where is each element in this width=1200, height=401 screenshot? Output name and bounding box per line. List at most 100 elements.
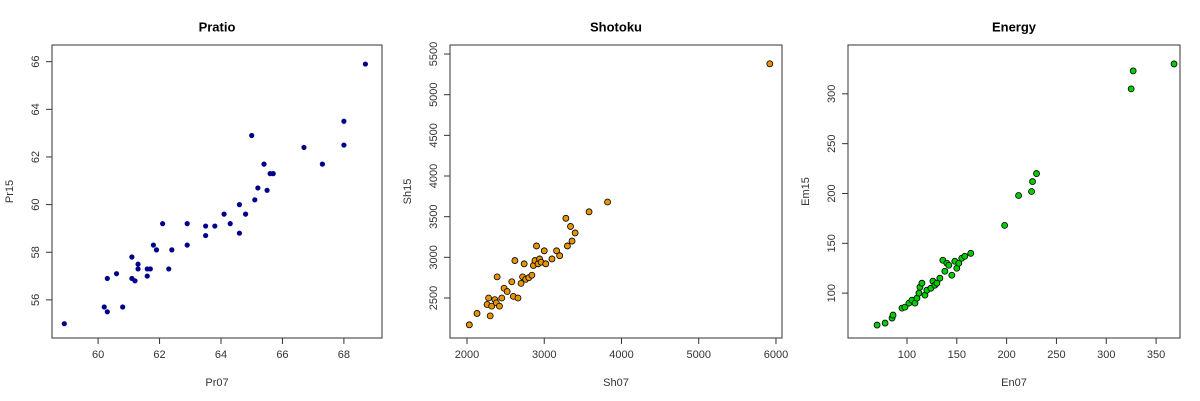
- point: [553, 247, 560, 255]
- y-tick-label: 4000: [428, 164, 440, 188]
- point: [120, 304, 126, 310]
- point: [166, 266, 172, 272]
- point: [918, 279, 926, 287]
- x-axis-label: Sh07: [603, 377, 629, 389]
- x-tick-label: 66: [276, 349, 288, 361]
- point: [341, 118, 347, 124]
- y-axis-label: Sh15: [402, 179, 414, 205]
- point: [212, 223, 218, 229]
- point: [508, 278, 516, 286]
- x-tick-label: 300: [1097, 349, 1115, 361]
- point: [564, 242, 571, 250]
- y-tick-label: 100: [826, 284, 838, 302]
- point: [936, 274, 944, 282]
- point: [873, 321, 881, 329]
- point: [473, 310, 481, 317]
- y-axis-label: Pr15: [4, 180, 16, 203]
- point: [901, 303, 909, 311]
- point: [585, 208, 593, 216]
- point: [567, 223, 574, 230]
- point: [511, 257, 519, 264]
- x-tick-label: 150: [948, 349, 966, 361]
- y-tick-label: 3500: [428, 204, 440, 228]
- chart-title: Shotoku: [590, 19, 642, 34]
- y-tick-label: 66: [30, 56, 42, 68]
- point: [945, 261, 953, 269]
- point: [542, 260, 550, 268]
- point: [967, 249, 975, 257]
- plot-frame: [51, 44, 383, 339]
- point: [104, 275, 110, 282]
- x-tick-label: 350: [1147, 349, 1165, 361]
- point: [514, 294, 522, 302]
- point: [540, 247, 548, 255]
- point: [548, 255, 556, 263]
- point: [889, 311, 897, 319]
- point: [160, 221, 166, 227]
- y-tick-label: 200: [826, 184, 838, 202]
- point: [915, 289, 923, 297]
- point: [881, 319, 889, 327]
- point: [1028, 188, 1035, 195]
- chart-title: Energy: [992, 19, 1037, 34]
- y-tick-label: 4500: [428, 123, 440, 147]
- point: [255, 185, 261, 191]
- point: [485, 294, 493, 302]
- y-axis-label: Em15: [800, 177, 812, 206]
- point: [264, 187, 270, 193]
- y-tick-label: 150: [826, 234, 838, 252]
- point: [261, 161, 267, 167]
- y-tick-label: 58: [30, 246, 42, 258]
- point: [184, 221, 190, 227]
- x-axis-label: Pr07: [205, 377, 228, 389]
- point: [493, 273, 501, 281]
- point: [101, 304, 107, 310]
- y-tick-label: 250: [826, 134, 838, 152]
- point: [203, 232, 209, 239]
- point: [249, 132, 255, 139]
- point: [135, 261, 141, 267]
- point: [1015, 192, 1022, 199]
- point: [933, 279, 941, 287]
- point: [129, 254, 135, 260]
- x-tick-label: 60: [92, 349, 104, 361]
- point: [496, 302, 503, 310]
- chart-title: Pratio: [199, 19, 236, 34]
- point: [486, 312, 494, 320]
- x-tick-label: 3000: [532, 349, 556, 361]
- point: [362, 61, 369, 67]
- point: [1001, 221, 1009, 229]
- point: [568, 237, 576, 245]
- point: [184, 242, 190, 248]
- y-tick-label: 3000: [428, 245, 440, 269]
- x-tick-label: 64: [215, 349, 227, 361]
- point: [503, 288, 511, 295]
- point: [1029, 178, 1036, 185]
- point: [236, 230, 243, 236]
- point: [144, 273, 150, 279]
- point: [766, 60, 774, 68]
- x-tick-label: 68: [338, 349, 350, 361]
- x-tick-label: 200: [997, 349, 1015, 361]
- point: [498, 294, 506, 302]
- point: [520, 260, 528, 268]
- point: [562, 214, 570, 222]
- y-tick-label: 64: [30, 103, 42, 115]
- point: [203, 223, 209, 229]
- point: [517, 279, 525, 287]
- point: [132, 278, 138, 284]
- point: [341, 142, 347, 148]
- point: [147, 266, 153, 272]
- x-tick-label: 100: [898, 349, 916, 361]
- point: [236, 202, 243, 208]
- point: [465, 321, 473, 329]
- x-axis-label: En07: [1001, 377, 1027, 389]
- point: [488, 302, 496, 310]
- point: [948, 271, 956, 279]
- point: [1170, 60, 1178, 68]
- point: [571, 229, 579, 237]
- point: [955, 259, 963, 267]
- y-tick-label: 56: [30, 294, 42, 306]
- y-tick-label: 5000: [428, 82, 440, 106]
